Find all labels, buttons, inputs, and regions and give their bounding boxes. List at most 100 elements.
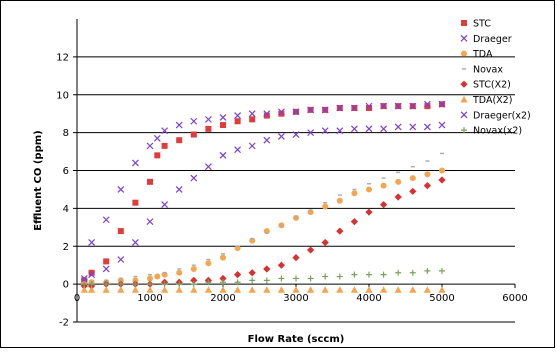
data-point (292, 131, 300, 138)
data-point (234, 118, 241, 125)
series-draeger-x2- (80, 121, 446, 282)
data-point (292, 286, 300, 293)
data-point (365, 208, 373, 216)
data-point (263, 110, 271, 118)
y-tick-label: 0 (63, 280, 69, 291)
series-novax (82, 152, 444, 285)
data-point (132, 281, 139, 288)
data-point (336, 127, 344, 135)
data-point (423, 123, 431, 131)
data-point (365, 286, 373, 293)
data-point (438, 100, 446, 108)
data-point (147, 275, 153, 282)
legend-label: STC (473, 19, 491, 30)
legend-label: Draeger (473, 34, 512, 45)
y-axis-ticks: -2 0 2 4 6 8 10 12 (56, 52, 77, 329)
data-point (365, 102, 373, 110)
data-point (161, 286, 169, 293)
data-point (220, 122, 226, 129)
data-point (336, 273, 343, 280)
data-point (234, 271, 242, 279)
data-point (277, 132, 285, 140)
data-point (380, 271, 387, 278)
data-point (204, 286, 212, 293)
data-point (205, 125, 212, 132)
data-point (423, 100, 431, 108)
data-point (147, 281, 153, 288)
data-point (380, 200, 388, 209)
legend-marker (460, 111, 468, 119)
data-point (307, 246, 315, 254)
x-axis-ticks: 0100020003000400050006000 (74, 284, 528, 304)
legend-marker (461, 50, 467, 57)
x-tick-label: 6000 (502, 293, 527, 304)
data-point (351, 190, 358, 197)
data-point (81, 277, 88, 284)
legend-marker (460, 34, 468, 42)
data-point (88, 286, 96, 293)
x-tick-label: 1000 (137, 293, 162, 304)
data-point (219, 151, 227, 159)
data-point (234, 112, 242, 120)
data-point (190, 276, 198, 284)
data-point (249, 277, 256, 284)
data-point (439, 167, 445, 174)
legend: STC Draeger TDA Novax STC(X2) TDA(X2) Draeger(… (460, 19, 531, 137)
data-point (175, 121, 183, 129)
data-point (117, 256, 125, 263)
legend-marker (461, 20, 467, 26)
data-point (190, 265, 197, 272)
y-tick-label: -2 (59, 318, 69, 329)
data-point (80, 286, 88, 293)
legend-marker (460, 80, 468, 88)
data-point (219, 286, 227, 293)
data-point (336, 104, 344, 112)
legend-marker (461, 127, 467, 134)
data-point (307, 106, 315, 114)
data-point (175, 186, 183, 193)
data-point (219, 274, 227, 283)
data-point (131, 239, 139, 246)
data-point (88, 271, 96, 279)
data-point (80, 275, 88, 282)
data-point (248, 286, 256, 293)
data-points (80, 100, 446, 293)
legend-label: Novax(x2) (473, 126, 522, 137)
data-point (234, 279, 241, 286)
data-point (219, 114, 227, 121)
data-point (278, 110, 285, 117)
series-novax-x2- (81, 267, 445, 288)
data-point (103, 281, 110, 288)
data-point (161, 142, 168, 149)
data-point (424, 267, 431, 274)
data-point (366, 186, 372, 193)
data-point (205, 260, 212, 267)
y-tick-label: 2 (63, 242, 69, 253)
data-point (190, 286, 198, 293)
data-point (190, 281, 197, 288)
data-point (117, 186, 125, 193)
y-tick-label: 10 (56, 90, 69, 101)
data-point (117, 286, 125, 293)
data-point (161, 127, 169, 135)
data-point (190, 174, 198, 182)
data-point (394, 193, 402, 201)
data-point (380, 125, 388, 133)
x-tick-label: 4000 (356, 293, 381, 304)
data-point (153, 134, 161, 142)
data-point (293, 275, 299, 282)
data-point (102, 265, 110, 273)
data-point (175, 286, 183, 293)
legend-label: TDA (472, 49, 493, 60)
data-point (263, 277, 270, 284)
data-point (292, 254, 300, 262)
data-point (424, 103, 431, 110)
legend-label: Draeger(x2) (473, 110, 531, 121)
data-point (248, 142, 256, 150)
data-point (380, 286, 388, 293)
data-point (350, 125, 358, 133)
data-point (292, 108, 300, 116)
data-point (366, 271, 372, 278)
